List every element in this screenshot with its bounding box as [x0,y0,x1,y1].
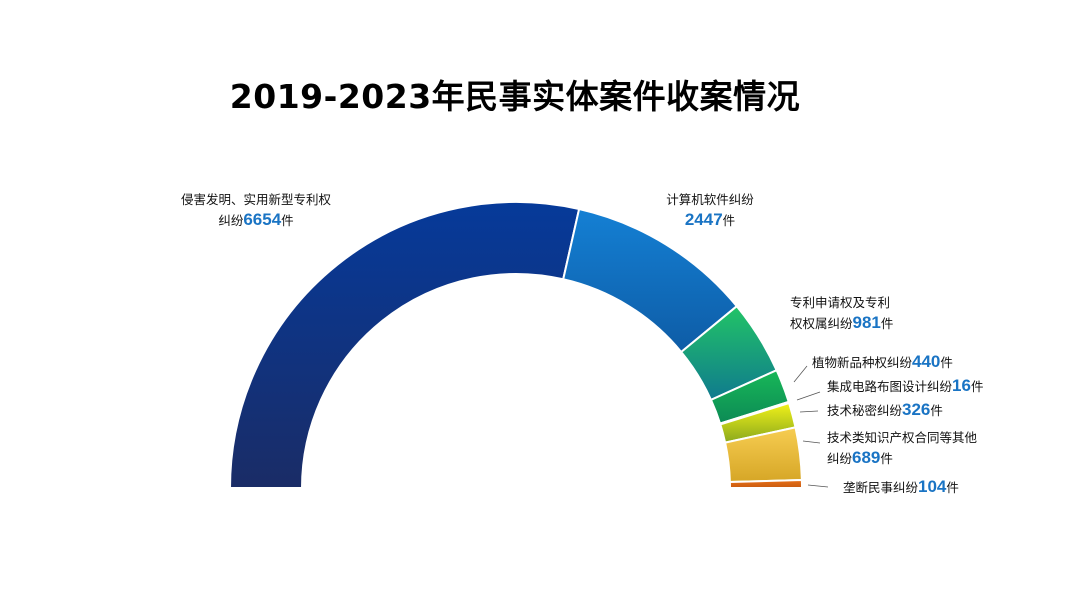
slice-value: 16 [952,376,971,395]
slice-unit: 件 [940,355,953,370]
slice-label-3: 植物新品种权纠纷440件 [812,352,953,373]
slice-name-value-line: 2447件 [660,210,760,231]
slice-name-value-line: 技术秘密纠纷326件 [827,400,943,421]
slice-name-line1: 侵害发明、实用新型专利权 [180,192,331,207]
slice-name-line1: 专利申请权及专利 [790,295,891,310]
leader-line-7 [807,484,829,488]
slice-name-text: 植物新品种权纠纷 [812,355,913,370]
slice-unit: 件 [722,213,736,228]
slice-name-text: 垄断民事纠纷 [843,480,919,495]
slice-0 [228,201,581,489]
slice-name-value-line: 植物新品种权纠纷440件 [812,352,953,373]
chart-title: 2019-2023年民事实体案件收案情况 [229,77,801,116]
leader-line-4 [796,391,821,401]
slice-7 [728,478,804,489]
slice-label-0: 侵害发明、实用新型专利权纠纷6654件 [170,190,342,231]
slice-name-value-line: 权权属纠纷981件 [790,313,893,334]
slice-name-text: 权权属纠纷 [790,316,853,331]
slice-label-6: 技术类知识产权合同等其他 纠纷689件 [827,428,977,469]
slice-label-5: 技术秘密纠纷326件 [827,400,943,421]
slice-value: 981 [852,313,881,332]
slice-value: 104 [918,477,947,496]
slice-value: 440 [912,352,941,371]
slice-unit: 件 [880,451,893,466]
leader-line-6 [802,440,821,444]
slice-value: 2447 [684,210,723,229]
slice-value: 689 [852,448,881,467]
slice-unit: 件 [946,480,959,495]
slice-unit: 件 [880,316,894,331]
slice-name-value-line: 集成电路布图设计纠纷16件 [827,376,983,397]
leader-line-5 [799,410,819,413]
slice-name-line1: 技术类知识产权合同等其他 [827,430,978,445]
slice-name-text: 纠纷 [827,451,853,466]
slice-name-value-line: 纠纷689件 [827,448,977,469]
slice-name-value-line: 纠纷6654件 [170,210,342,231]
slice-name-value-line: 垄断民事纠纷104件 [843,477,959,498]
leader-line-3 [793,365,808,383]
slice-name-line1: 计算机软件纠纷 [666,192,754,207]
slice-unit: 件 [930,403,943,418]
slice-value: 326 [902,400,931,419]
slice-name-text: 集成电路布图设计纠纷 [827,379,953,394]
slice-value: 6654 [243,210,282,229]
slice-name-text: 纠纷 [218,213,244,228]
slice-unit: 件 [281,213,294,228]
slice-label-2: 专利申请权及专利 权权属纠纷981件 [790,293,893,334]
slice-label-1: 计算机软件纠纷 2447件 [660,190,760,231]
slice-name-text: 技术秘密纠纷 [827,403,903,418]
slice-unit: 件 [970,379,984,394]
slice-label-7: 垄断民事纠纷104件 [843,477,959,498]
slice-label-4: 集成电路布图设计纠纷16件 [827,376,983,397]
